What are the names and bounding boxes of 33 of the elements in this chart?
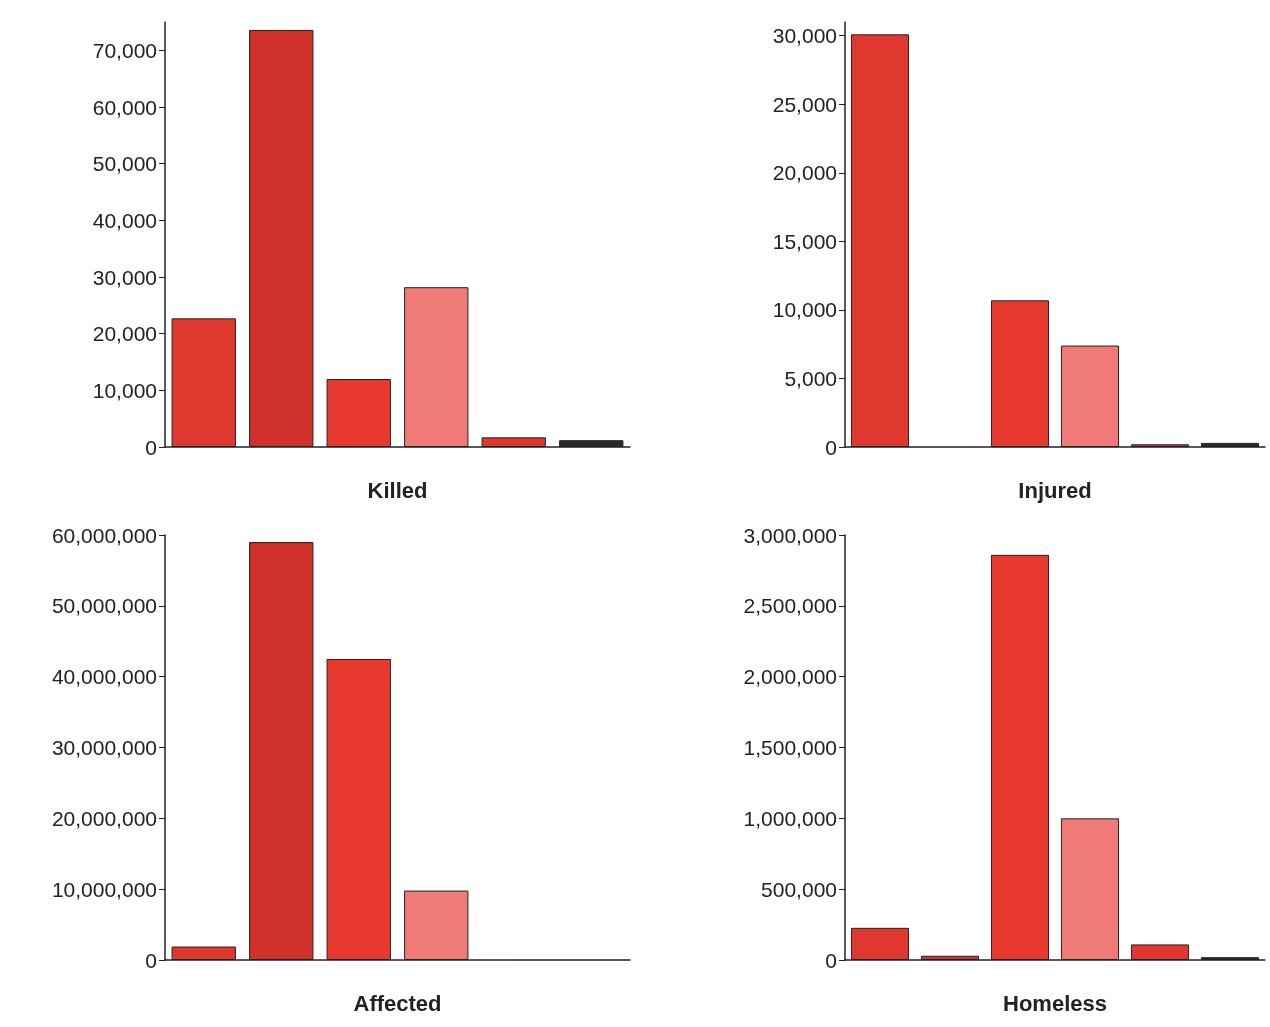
y-tick-label: 2,000,000 [743,665,837,689]
y-tick-label: 30,000 [92,265,157,289]
y-tick-label: 50,000 [92,152,157,176]
y-tick-label: 20,000,000 [51,806,157,830]
y-tick-label: 10,000 [772,298,837,322]
y-tick-label: 50,000,000 [51,594,157,618]
y-tick-label: 20,000 [92,322,157,346]
y-tick-label: 0 [825,435,837,459]
y-tick-label: 5,000 [784,366,837,390]
x-axis-title: Homeless [1003,990,1107,1016]
x-axis-title: Affected [353,990,442,1016]
y-tick-label: 60,000 [92,95,157,119]
y-tick-label: 0 [145,948,157,972]
x-axis-title: Injured [1018,477,1092,503]
y-tick-label: 60,000,000 [51,523,157,547]
y-tick-label: 20,000 [772,161,837,185]
y-tick-label: 70,000 [92,38,157,62]
y-tick-label: 500,000 [761,877,837,901]
y-tick-label: 40,000 [92,208,157,232]
y-tick-label: 2,500,000 [743,594,837,618]
y-tick-label: 0 [825,948,837,972]
x-axis-title: Killed [367,477,428,503]
y-tick-label: 10,000 [92,378,157,402]
y-tick-label: 15,000 [772,229,837,253]
y-tick-label: 1,000,000 [743,806,837,830]
y-tick-label: 30,000,000 [51,736,157,759]
y-tick-label: 3,000,000 [743,523,837,547]
y-tick-label: 25,000 [772,92,837,116]
y-tick-label: 40,000,000 [51,665,157,689]
y-tick-label: 1,500,000 [743,736,837,759]
y-tick-label: 10,000,000 [51,877,157,901]
y-tick-label: 30,000 [772,24,837,48]
y-tick-label: 0 [145,435,157,459]
